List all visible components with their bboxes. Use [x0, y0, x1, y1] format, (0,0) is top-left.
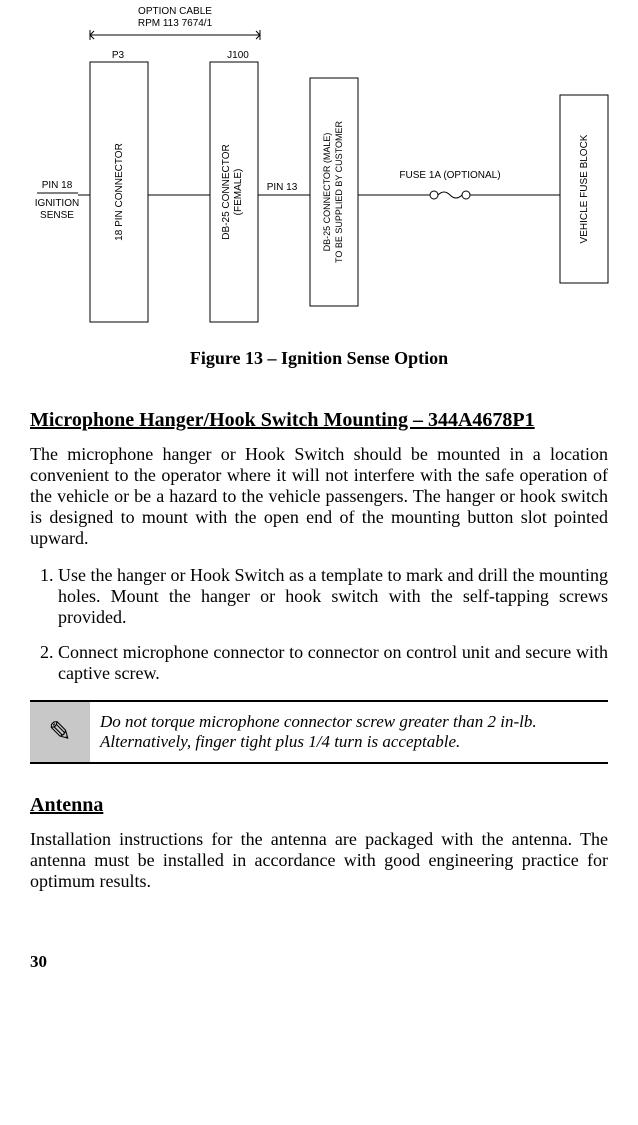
label-ignition2: SENSE: [40, 210, 74, 221]
note-text: Do not torque microphone connector screw…: [90, 704, 608, 760]
label-p3: P3: [112, 50, 125, 61]
step-2: Connect microphone connector to connecto…: [58, 642, 608, 684]
label-box4: VEHICLE FUSE BLOCK: [579, 134, 590, 243]
section2-paragraph: Installation instructions for the antenn…: [30, 829, 608, 892]
label-fuse: FUSE 1A (OPTIONAL): [399, 170, 500, 181]
label-box3-l2: TO BE SUPPLIED BY CUSTOMER: [334, 120, 344, 263]
label-pin18: PIN 18: [42, 180, 73, 191]
steps-list: Use the hanger or Hook Switch as a templ…: [30, 565, 608, 684]
label-box1: 18 PIN CONNECTOR: [114, 143, 125, 241]
label-box2-l1: DB-25 CONNECTOR: [221, 144, 232, 239]
figure-caption: Figure 13 – Ignition Sense Option: [30, 348, 608, 369]
label-box3-l1: DB-25 CONNECTOR (MALE): [322, 133, 332, 252]
note-box: ✎ Do not torque microphone connector scr…: [30, 700, 608, 764]
section-title-antenna: Antenna: [30, 794, 608, 817]
label-pin13: PIN 13: [267, 182, 298, 193]
ignition-sense-diagram: OPTION CABLE RPM 113 7674/1 P3 J100 PIN …: [30, 0, 630, 340]
label-ignition1: IGNITION: [35, 198, 79, 209]
step-1: Use the hanger or Hook Switch as a templ…: [58, 565, 608, 628]
page-number: 30: [30, 952, 608, 972]
label-j100: J100: [227, 50, 249, 61]
label-option-cable: OPTION CABLE: [138, 6, 212, 17]
label-rpm: RPM 113 7674/1: [138, 18, 213, 29]
label-box2-l2: (FEMALE): [233, 169, 244, 216]
section-title-mic-hanger: Microphone Hanger/Hook Switch Mounting –…: [30, 409, 608, 432]
section1-paragraph: The microphone hanger or Hook Switch sho…: [30, 444, 608, 549]
note-icon: ✎: [30, 702, 90, 762]
